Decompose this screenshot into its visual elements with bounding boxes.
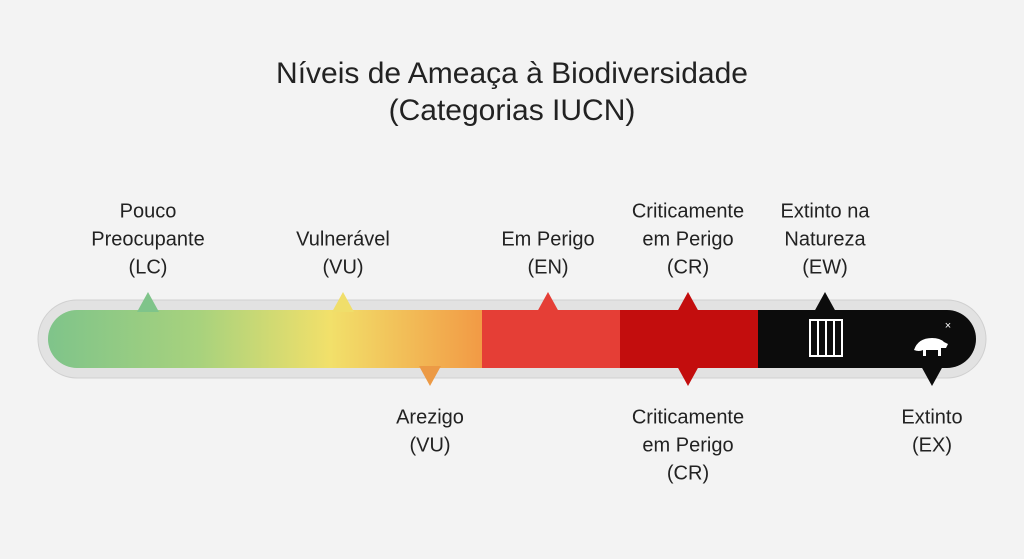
pointer-up	[677, 292, 699, 312]
bottom-label: em Perigo	[642, 434, 733, 456]
pointer-down	[677, 366, 699, 386]
cage-icon	[809, 319, 843, 357]
pointer-up	[814, 292, 836, 312]
title-line: (Categorias IUCN)	[389, 94, 636, 127]
bottom-label: (VU)	[409, 434, 450, 456]
top-label: Extinto na	[781, 200, 871, 222]
top-label: Criticamente	[632, 200, 744, 222]
top-label: (CR)	[667, 256, 709, 278]
scale-bar	[48, 310, 976, 368]
svg-text:×: ×	[945, 320, 951, 332]
segment-gradient	[48, 310, 482, 368]
pointer-up	[332, 292, 354, 312]
bear-icon: ×	[914, 320, 951, 356]
pointer-down	[921, 366, 943, 386]
top-label: Pouco	[120, 200, 177, 222]
pointer-up	[137, 292, 159, 312]
pointer-up	[537, 292, 559, 312]
segment-ex	[758, 310, 976, 368]
bottom-label: (EX)	[912, 434, 952, 456]
top-label: Preocupante	[91, 228, 204, 250]
bottom-label: Criticamente	[632, 406, 744, 428]
top-label: (LC)	[129, 256, 168, 278]
pointer-down	[419, 366, 441, 386]
top-label: em Perigo	[642, 228, 733, 250]
top-label: Natureza	[784, 228, 866, 250]
top-label: (EN)	[527, 256, 568, 278]
segment-en	[482, 310, 620, 368]
segment-cr	[620, 310, 758, 368]
top-label: (EW)	[802, 256, 848, 278]
top-label: Vulnerável	[296, 228, 390, 250]
top-label: (VU)	[322, 256, 363, 278]
bottom-label: Arezigo	[396, 406, 464, 428]
bottom-label: Extinto	[901, 406, 962, 428]
bottom-label: (CR)	[667, 462, 709, 484]
top-label: Em Perigo	[501, 228, 594, 250]
title-line: Níveis de Ameaça à Biodiversidade	[276, 57, 748, 90]
